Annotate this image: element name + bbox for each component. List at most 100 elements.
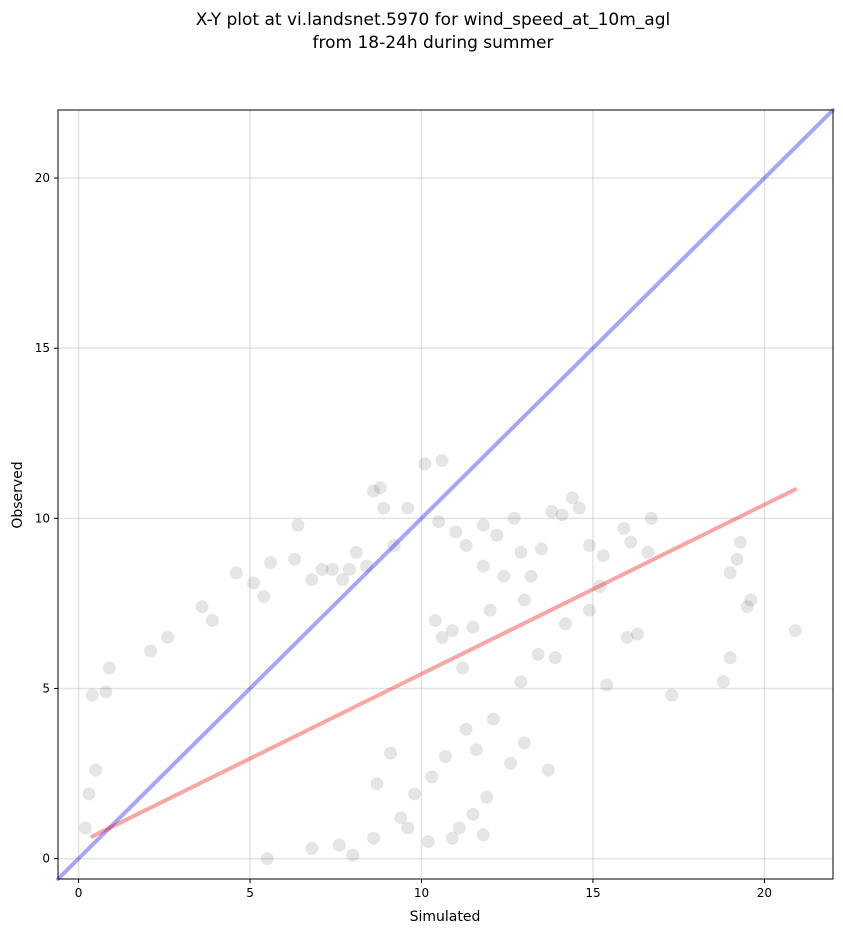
y-tick-label-3: 15 [35,341,50,355]
scatter-point-42 [624,535,638,549]
scatter-point-50 [788,624,802,638]
y-tick-label-4: 20 [35,171,50,185]
scatter-point-11 [288,552,302,566]
scatter-point-17 [343,562,356,576]
scatter-point-35 [545,505,559,518]
scatter-point-80 [459,722,473,736]
scatter-point-25 [418,457,432,471]
scatter-point-29 [459,539,473,552]
scatter-point-89 [370,777,384,791]
scatter-point-71 [401,821,415,835]
scatter-point-38 [572,501,586,515]
scatter-point-30 [476,518,490,532]
scatter-point-60 [548,651,562,665]
scatter-point-20 [367,484,380,498]
scatter-point-33 [514,545,528,559]
scatter-point-83 [469,743,483,757]
scatter-point-61 [531,647,545,661]
scatter-point-6 [205,613,219,627]
scatter-point-40 [596,549,610,563]
scatter-point-31 [490,528,504,542]
scatter-point-15 [325,562,339,576]
scatter-point-0 [85,688,99,702]
scatter-point-16 [336,573,350,587]
scatter-point-64 [517,736,531,750]
scatter-point-92 [497,569,511,583]
x-axis-ticks: 0 5 10 15 20 [75,879,772,900]
scatter-point-67 [466,807,480,821]
scatter-point-44 [644,511,658,525]
scatter-point-86 [408,787,422,801]
scatter-point-27 [432,515,446,529]
reference-lines [56,108,835,881]
scatter-point-63 [504,756,518,770]
scatter-point-28 [449,525,463,539]
scatter-point-48 [740,600,754,614]
scatter-point-85 [425,770,439,784]
scatter-point-23 [387,539,401,552]
scatter-point-94 [466,620,480,634]
scatter-point-79 [89,763,103,777]
x-tick-label-3: 15 [585,886,600,900]
scatter-point-41 [617,522,631,535]
scatter-point-13 [305,573,319,587]
scatter-point-88 [384,746,398,760]
scatter-point-45 [723,566,737,580]
scatter-point-36 [555,508,569,522]
y-tick-label-0: 0 [42,852,50,866]
scatter-point-66 [476,828,490,842]
scatter-point-49 [744,593,758,607]
scatter-point-10 [264,556,278,570]
scatter-point-76 [260,852,274,866]
scatter-point-34 [535,542,548,556]
x-tick-label-0: 0 [75,886,83,900]
scatter-point-62 [514,675,528,689]
scatter-point-4 [161,630,175,644]
scatter-point-65 [541,763,555,777]
x-tick-label-4: 20 [757,886,772,900]
scatter-point-98 [435,630,449,644]
scatter-point-87 [394,811,408,825]
scatter-point-90 [517,593,531,607]
scatter-point-46 [730,552,744,566]
fit-line [90,487,798,839]
scatter-point-53 [665,688,679,702]
scatter-points [78,454,802,866]
chart-title-line-2: from 18-24h during summer [313,33,554,53]
scatter-point-54 [600,678,614,692]
scatter-point-2 [102,661,116,675]
plot-frame [57,109,834,880]
scatter-point-51 [723,651,737,665]
x-tick-label-1: 5 [246,886,254,900]
scatter-point-47 [733,535,747,549]
scatter-point-39 [583,539,596,552]
scatter-point-72 [367,831,380,845]
y-tick-label-1: 5 [42,681,50,695]
chart-title-line-1: X-Y plot at vi.landsnet.5970 for wind_sp… [196,10,670,30]
scatter-point-18 [349,545,363,559]
scatter-point-59 [559,617,572,631]
scatter-point-22 [377,501,391,515]
scatter-point-12 [291,518,305,532]
scatter-point-81 [480,790,494,804]
scatter-point-43 [641,545,655,559]
scatter-point-21 [373,481,387,495]
identity-line [56,108,835,881]
scatter-point-3 [144,644,158,658]
x-tick-label-2: 10 [414,886,429,900]
scatter-point-78 [82,787,96,801]
scatter-point-8 [247,576,260,590]
scatter-point-69 [445,831,459,845]
scatter-point-95 [445,624,459,638]
scatter-point-84 [439,750,452,763]
scatter-point-7 [229,566,243,580]
scatter-point-70 [421,835,435,849]
y-axis-ticks: 0 5 10 15 20 [35,171,58,866]
scatter-point-56 [631,627,644,641]
y-tick-label-2: 10 [35,511,50,525]
scatter-point-37 [565,491,579,505]
scatter-point-77 [78,821,92,835]
scatter-point-14 [315,562,329,576]
scatter-point-55 [620,630,634,644]
